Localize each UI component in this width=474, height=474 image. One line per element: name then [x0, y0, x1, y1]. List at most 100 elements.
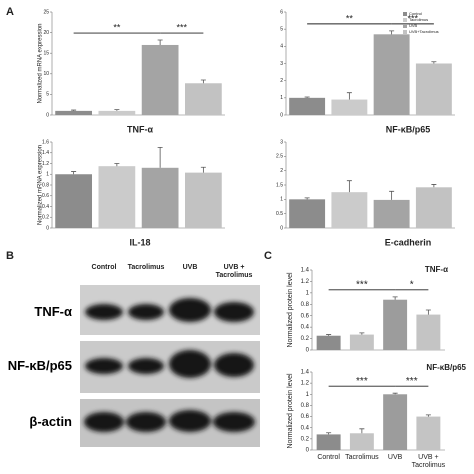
legend-swatch: [403, 30, 407, 34]
bar: [316, 434, 341, 450]
bar: [415, 187, 452, 228]
y-tick-label: 0.4: [301, 325, 310, 331]
y-tick-label: 0.8: [301, 403, 310, 409]
blot-row-label: NF-κB/p65: [7, 358, 72, 373]
y-tick-label: 1: [46, 172, 49, 178]
blot-column-label: Control: [91, 264, 117, 271]
y-tick-label: 1: [280, 95, 283, 101]
y-tick-label: 1: [306, 290, 310, 296]
y-tick-label: 0: [280, 225, 283, 231]
bar: [55, 174, 93, 228]
bar: [184, 83, 222, 115]
y-tick-label: 0.2: [301, 436, 310, 442]
y-tick-label: 2.5: [276, 154, 283, 160]
blot-column-label: Tacrolimus: [127, 264, 165, 271]
y-tick-label: 1: [280, 197, 283, 203]
chart-title: TNF-α: [425, 265, 448, 274]
significance-label: ***: [406, 376, 418, 387]
legend-label: UVB+Tacrolimus: [409, 29, 439, 34]
y-axis-label: Normalized mRNA expression: [38, 145, 44, 225]
y-tick-label: 3: [280, 139, 283, 145]
y-tick-label: 1.2: [42, 161, 49, 167]
error-bar: [392, 296, 398, 300]
y-tick-label: 5: [280, 26, 283, 32]
error-bar: [157, 146, 163, 168]
legend-label: Tacrolimus: [409, 17, 428, 22]
y-tick-label: 6: [280, 9, 283, 15]
significance-label: *: [410, 279, 414, 290]
chart-title: IL-18: [129, 237, 150, 247]
error-bar: [304, 197, 310, 200]
bar: [141, 44, 179, 115]
y-tick-label: 1.5: [276, 182, 283, 188]
y-tick-label: 0.8: [42, 182, 49, 188]
y-tick-label: 1.4: [42, 150, 49, 156]
bar: [415, 63, 452, 115]
significance-label: **: [113, 22, 121, 32]
y-tick-label: 1: [306, 392, 310, 398]
legend-swatch: [403, 12, 407, 16]
error-bar: [346, 180, 352, 193]
y-tick-label: 1.4: [301, 268, 310, 274]
blot-row-label: TNF-α: [34, 304, 72, 319]
bar: [349, 334, 374, 350]
bar: [383, 394, 408, 450]
bar: [98, 110, 136, 115]
bar: [184, 172, 222, 228]
bar: [316, 335, 341, 350]
y-tick-label: 0.6: [301, 313, 310, 319]
blot-column-label: UVB + Tacrolimus: [215, 264, 253, 279]
error-bar: [114, 163, 120, 167]
error-bar: [431, 184, 437, 188]
bar: [331, 192, 368, 228]
significance-label: **: [346, 13, 354, 23]
y-tick-label: 2: [280, 78, 283, 84]
panel-label: A: [6, 6, 14, 18]
bar: [349, 433, 374, 450]
error-bar: [157, 39, 163, 45]
error-bar: [392, 392, 398, 395]
bar: [289, 97, 326, 115]
y-tick-label: 20: [43, 30, 49, 36]
y-tick-label: 25: [43, 9, 49, 15]
y-tick-label: 0: [46, 112, 49, 118]
x-tick-label: Tacrolimus: [345, 454, 379, 461]
significance-label: ***: [356, 279, 368, 290]
blot-row-label: β-actin: [29, 414, 72, 429]
error-bar: [326, 432, 332, 435]
chart-title: E-cadherin: [385, 237, 432, 247]
y-tick-label: 4: [280, 44, 283, 50]
error-bar: [389, 190, 395, 200]
blot-column-label: UVB: [182, 264, 198, 271]
y-tick-label: 1.6: [42, 139, 49, 145]
y-tick-label: 0.6: [301, 414, 310, 420]
error-bar: [304, 96, 310, 98]
error-bar: [200, 166, 206, 173]
x-tick-label: UVB + Tacrolimus: [411, 454, 446, 469]
y-tick-label: 1.4: [301, 370, 310, 376]
y-tick-label: 3: [280, 61, 283, 67]
y-tick-label: 0: [280, 112, 283, 118]
y-tick-label: 0.2: [301, 336, 310, 342]
y-tick-label: 0.6: [42, 193, 49, 199]
bands: [84, 298, 255, 432]
bar: [383, 299, 408, 350]
significance-label: ***: [176, 22, 187, 32]
legend-swatch: [403, 24, 407, 28]
y-tick-label: 0.5: [276, 211, 283, 217]
y-tick-label: 1.2: [301, 279, 310, 285]
error-bar: [71, 171, 77, 175]
y-tick-label: 0.4: [42, 204, 49, 210]
y-axis-label: Normalized protein level: [287, 272, 294, 348]
bar: [98, 166, 136, 228]
x-tick-label: UVB: [387, 454, 403, 461]
legend-label: Control: [409, 11, 422, 16]
x-tick-label: Control: [317, 454, 340, 461]
significance-label: ***: [356, 376, 368, 387]
error-bar: [389, 30, 395, 35]
bar: [331, 99, 368, 115]
error-bar: [425, 309, 431, 315]
blot: [80, 285, 260, 447]
